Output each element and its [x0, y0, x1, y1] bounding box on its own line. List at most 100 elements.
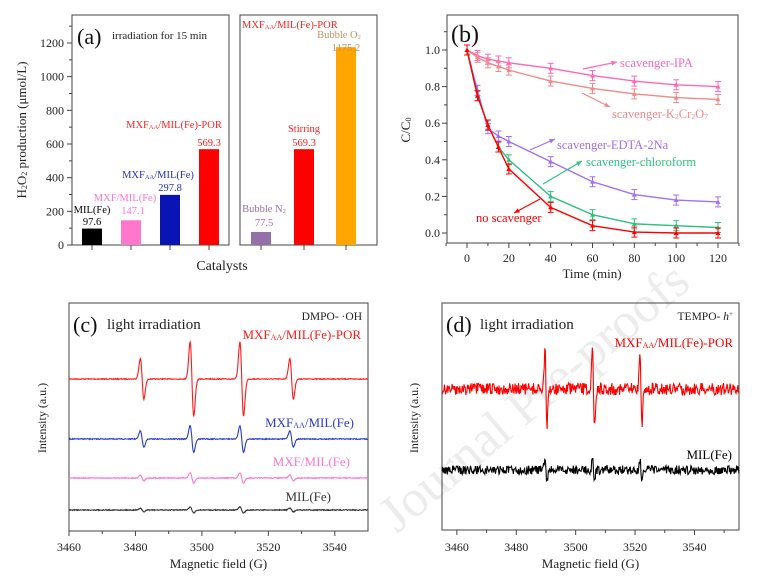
spectrum-line: [441, 347, 740, 430]
text-segment: 2: [283, 208, 286, 215]
probe-label: TEMPO- h+: [678, 310, 733, 323]
text-segment: 3460: [57, 540, 81, 554]
bar-category-label: Stirring: [288, 124, 321, 135]
text-segment: Intensity (a.u.): [407, 383, 421, 453]
arrowhead-icon: [549, 139, 555, 144]
x-tick-label: 3540: [323, 540, 347, 554]
text-segment: /MIL(Fe)-POR: [654, 335, 733, 350]
bar-value-label: 297.8: [158, 183, 182, 194]
bar-category-label: MXF/MIL(Fe): [94, 193, 157, 204]
bar-category-label: MXFAA/MIL(Fe): [122, 170, 194, 181]
text-segment: /MIL(Fe): [305, 415, 354, 430]
text-segment: 0: [464, 251, 470, 265]
text-segment: 3460: [445, 540, 469, 554]
annotation-arrow: [542, 160, 583, 185]
bar: [251, 231, 271, 245]
text-segment: 0.2: [425, 189, 440, 203]
spectrum-line: [68, 424, 369, 454]
text-segment: 200: [46, 204, 64, 218]
y-axis-title: C/C0: [398, 118, 413, 143]
text-segment: (c): [73, 312, 97, 337]
x-axis-title: Time (min): [562, 266, 621, 281]
bar: [82, 228, 102, 245]
text-segment: 0: [58, 238, 64, 252]
text-segment: MIL(Fe): [74, 205, 111, 216]
text-segment: Time (min): [562, 266, 621, 281]
x-tick-label: 3520: [256, 540, 280, 554]
y-tick-label: 0.0: [425, 226, 440, 240]
plot-frame: [446, 14, 739, 244]
x-tick-label: 3460: [57, 540, 81, 554]
text-segment: 2: [20, 172, 29, 176]
series-label: MXFAA/MIL(Fe)-POR: [242, 327, 361, 342]
y-tick-label: 600: [46, 137, 64, 151]
series-line: [466, 49, 719, 101]
text-segment: 0.4: [425, 153, 440, 167]
text-segment: 77.5: [255, 218, 273, 229]
text-segment: Bubble N: [242, 204, 283, 215]
spectrum-line: [68, 505, 369, 514]
panel-label: (a): [77, 24, 101, 49]
text-segment: (a): [77, 24, 101, 49]
x-tick-label: 3520: [623, 540, 647, 554]
text-segment: H: [14, 189, 29, 198]
text-segment: Magnetic field (G): [170, 556, 267, 571]
bar-value-label: 97.6: [83, 217, 101, 228]
series-line: [466, 49, 718, 234]
text-segment: 147.1: [121, 206, 145, 217]
annotation: light irradiation: [480, 317, 574, 333]
text-segment: 569.3: [197, 138, 221, 149]
text-segment: 40: [545, 251, 557, 265]
bar-value-label: 1175.2: [332, 43, 361, 54]
bar-category-label: MXFAA/MIL(Fe)-POR: [126, 120, 222, 131]
text-segment: 0: [404, 118, 413, 122]
text-segment: 3500: [564, 540, 588, 554]
text-segment: 3500: [190, 540, 214, 554]
bar-value-label: 77.5: [255, 218, 273, 229]
text-segment: MXF: [265, 415, 293, 430]
x-axis-title: Catalysts: [196, 259, 247, 274]
y-tick-label: 1.0: [425, 43, 440, 57]
probe-label: DMPO- ·OH: [302, 311, 362, 323]
text-segment: scavenger-IPA: [620, 56, 693, 70]
text-segment: Magnetic field (G): [542, 556, 639, 571]
text-segment: irradiation for 15 min: [112, 30, 208, 42]
text-segment: 2: [691, 112, 695, 121]
bar-category-label: MIL(Fe): [74, 205, 111, 216]
text-segment: 80: [628, 251, 640, 265]
text-segment: 120: [709, 251, 727, 265]
bar: [336, 47, 356, 245]
text-segment: 60: [587, 251, 599, 265]
bar: [294, 149, 314, 245]
text-segment: O: [14, 176, 29, 185]
y-tick-label: 0.8: [425, 80, 440, 94]
text-segment: 3540: [682, 540, 706, 554]
text-segment: 3480: [123, 540, 147, 554]
text-segment: AA: [271, 333, 283, 342]
text-segment: no scavenger: [476, 211, 542, 225]
text-segment: (d): [446, 312, 472, 337]
annotation: irradiation for 15 min: [112, 30, 208, 42]
text-segment: 3520: [256, 540, 280, 554]
text-segment: Intensity (a.u.): [35, 383, 49, 453]
x-tick-label: 3480: [123, 540, 147, 554]
x-tick-label: 40: [545, 251, 557, 265]
series-label: MXFAA/MIL(Fe)-POR: [614, 335, 733, 350]
arrowhead-icon: [514, 208, 520, 213]
text-segment: MXF/MIL(Fe): [273, 454, 350, 469]
text-segment: Catalysts: [196, 259, 247, 274]
text-segment: O: [695, 107, 704, 121]
bar-value-label: 569.3: [292, 138, 316, 149]
text-segment: Bubble O: [317, 30, 358, 41]
text-segment: /MIL(Fe)-POR: [282, 327, 361, 342]
x-tick-label: 120: [709, 251, 727, 265]
text-segment: 97.6: [83, 217, 101, 228]
series-label: MIL(Fe): [286, 489, 332, 504]
text-segment: 100: [667, 251, 685, 265]
x-tick-label: 100: [667, 251, 685, 265]
x-axis-title: Magnetic field (G): [542, 556, 639, 571]
series-label: scavenger-EDTA-2Na: [557, 138, 669, 152]
text-segment: h: [723, 311, 729, 323]
arrowhead-icon: [576, 161, 582, 166]
text-segment: MXF: [614, 335, 642, 350]
